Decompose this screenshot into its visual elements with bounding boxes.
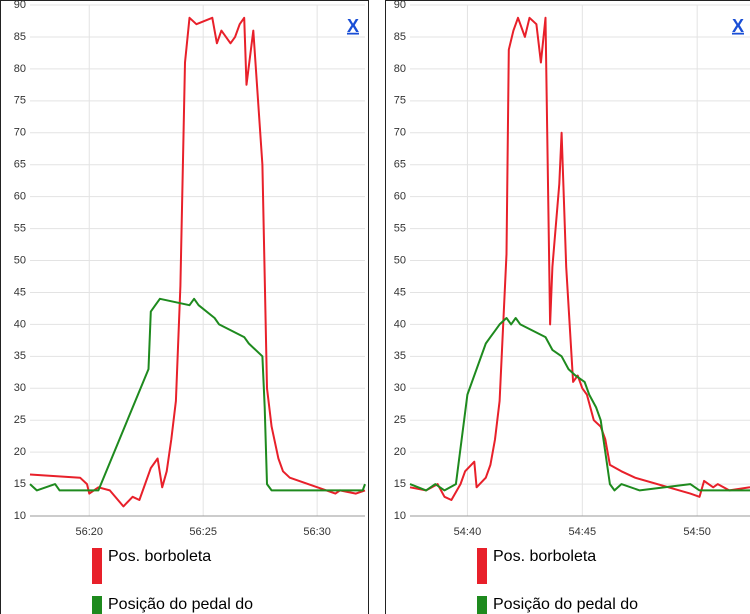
- y-tick-label: 15: [394, 478, 406, 490]
- y-tick-label: 35: [394, 350, 406, 362]
- y-tick-label: 50: [14, 254, 26, 266]
- y-tick-label: 45: [394, 286, 406, 298]
- x-tick-label: 54:45: [569, 526, 597, 538]
- y-tick-label: 15: [14, 478, 26, 490]
- y-tick-label: 50: [394, 254, 406, 266]
- y-tick-label: 40: [14, 318, 26, 330]
- y-tick-label: 80: [14, 63, 26, 75]
- y-tick-label: 30: [14, 382, 26, 394]
- y-tick-label: 75: [394, 95, 406, 107]
- y-tick-label: 25: [394, 414, 406, 426]
- legend-swatch: [477, 548, 487, 584]
- y-tick-label: 25: [14, 414, 26, 426]
- y-tick-label: 85: [394, 31, 406, 43]
- y-tick-label: 20: [394, 446, 406, 458]
- panel-frame: [385, 0, 750, 614]
- x-tick-label: 56:20: [75, 526, 103, 538]
- y-tick-label: 90: [394, 0, 406, 11]
- y-tick-label: 10: [394, 510, 406, 522]
- y-tick-label: 90: [14, 0, 26, 11]
- x-tick-label: 56:30: [303, 526, 331, 538]
- y-tick-label: 40: [394, 318, 406, 330]
- y-tick-label: 65: [394, 159, 406, 171]
- legend-label: Pos. borboleta: [108, 548, 211, 565]
- data-line: [29, 16, 366, 508]
- y-tick-label: 60: [14, 191, 26, 203]
- y-tick-label: 85: [14, 31, 26, 43]
- close-button[interactable]: X: [347, 16, 359, 36]
- y-tick-label: 30: [394, 382, 406, 394]
- y-tick-label: 75: [14, 95, 26, 107]
- y-tick-label: 55: [14, 222, 26, 234]
- y-tick-label: 20: [14, 446, 26, 458]
- y-tick-label: 10: [14, 510, 26, 522]
- data-line: [409, 16, 750, 501]
- legend-label: Posição do pedal do: [108, 596, 253, 613]
- y-tick-label: 80: [394, 63, 406, 75]
- x-tick-label: 54:50: [683, 526, 711, 538]
- x-tick-label: 54:40: [454, 526, 482, 538]
- close-button[interactable]: X: [732, 16, 744, 36]
- legend-swatch: [92, 548, 102, 584]
- panel-frame: [0, 0, 369, 614]
- x-tick-label: 56:25: [189, 526, 217, 538]
- y-tick-label: 45: [14, 286, 26, 298]
- y-tick-label: 60: [394, 191, 406, 203]
- legend-label: Posição do pedal do: [493, 596, 638, 613]
- y-tick-label: 70: [14, 127, 26, 139]
- data-line: [409, 317, 750, 492]
- y-tick-label: 55: [394, 222, 406, 234]
- y-tick-label: 35: [14, 350, 26, 362]
- legend-label: Pos. borboleta: [493, 548, 596, 565]
- data-line: [29, 297, 366, 492]
- y-tick-label: 70: [394, 127, 406, 139]
- legend-swatch: [92, 596, 102, 614]
- y-tick-label: 65: [14, 159, 26, 171]
- legend-swatch: [477, 596, 487, 614]
